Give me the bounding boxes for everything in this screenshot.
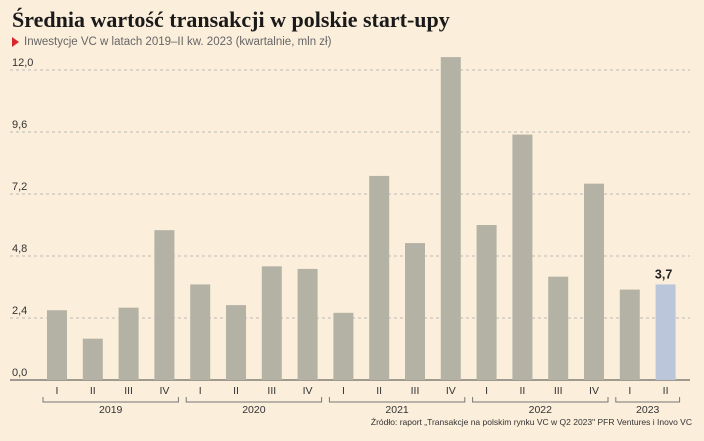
y-tick-label: 12,0 [12, 57, 33, 69]
bar [655, 284, 676, 380]
y-tick-label: 9,6 [12, 119, 27, 131]
bar [405, 243, 425, 380]
red-triangle-icon [12, 37, 19, 47]
y-tick-label: 0,0 [12, 367, 27, 379]
chart-title: Średnia wartość transakcji w polskie sta… [12, 7, 450, 32]
x-tick-label: III [267, 385, 276, 397]
x-tick-label: I [199, 385, 202, 397]
year-bracket [615, 397, 681, 403]
year-label: 2022 [529, 404, 553, 416]
y-tick-label: 7,2 [12, 181, 27, 193]
data-label: 3,7 [655, 267, 672, 281]
x-tick-label: IV [589, 385, 599, 397]
bar [440, 57, 461, 380]
x-tick-label: II [90, 385, 96, 397]
bar [47, 310, 67, 380]
x-tick-label: II [233, 385, 239, 397]
x-tick-label: I [628, 385, 631, 397]
x-tick-label: IV [303, 385, 313, 397]
year-label: 2019 [99, 404, 123, 416]
x-tick-label: IV [159, 385, 169, 397]
x-tick-label: I [342, 385, 345, 397]
y-tick-label: 2,4 [12, 305, 27, 317]
x-tick-label: II [376, 385, 382, 397]
bar [512, 134, 533, 380]
subtitle-text: Inwestycje VC w latach 2019–II kw. 2023 … [24, 36, 332, 48]
bar [190, 284, 211, 380]
year-label: 2023 [636, 404, 660, 416]
x-tick-label: III [411, 385, 420, 397]
bar [476, 225, 497, 380]
bar [584, 183, 604, 380]
bar [118, 307, 139, 380]
year-bracket [42, 397, 179, 403]
x-tick-label: I [56, 385, 59, 397]
bar [619, 289, 640, 380]
year-bracket [328, 397, 466, 403]
bar [82, 338, 103, 380]
bar [261, 266, 282, 380]
bar [297, 268, 318, 380]
x-tick-label: IV [446, 385, 456, 397]
year-bracket [185, 397, 323, 403]
year-label: 2020 [242, 404, 266, 416]
year-bracket [472, 397, 609, 403]
bar [548, 276, 569, 380]
x-tick-label: II [519, 385, 525, 397]
bar [226, 305, 246, 380]
year-label: 2021 [385, 404, 409, 416]
bar [154, 230, 175, 380]
source-note: Źródło: raport „Transakcje na polskim ry… [370, 417, 692, 427]
x-tick-label: I [485, 385, 488, 397]
y-tick-label: 4,8 [12, 243, 27, 255]
chart-subtitle: Inwestycje VC w latach 2019–II kw. 2023 … [12, 36, 331, 48]
x-tick-label: III [124, 385, 133, 397]
x-tick-label: III [554, 385, 563, 397]
x-tick-label: II [663, 385, 669, 397]
bar [333, 312, 354, 380]
bar [369, 175, 390, 380]
